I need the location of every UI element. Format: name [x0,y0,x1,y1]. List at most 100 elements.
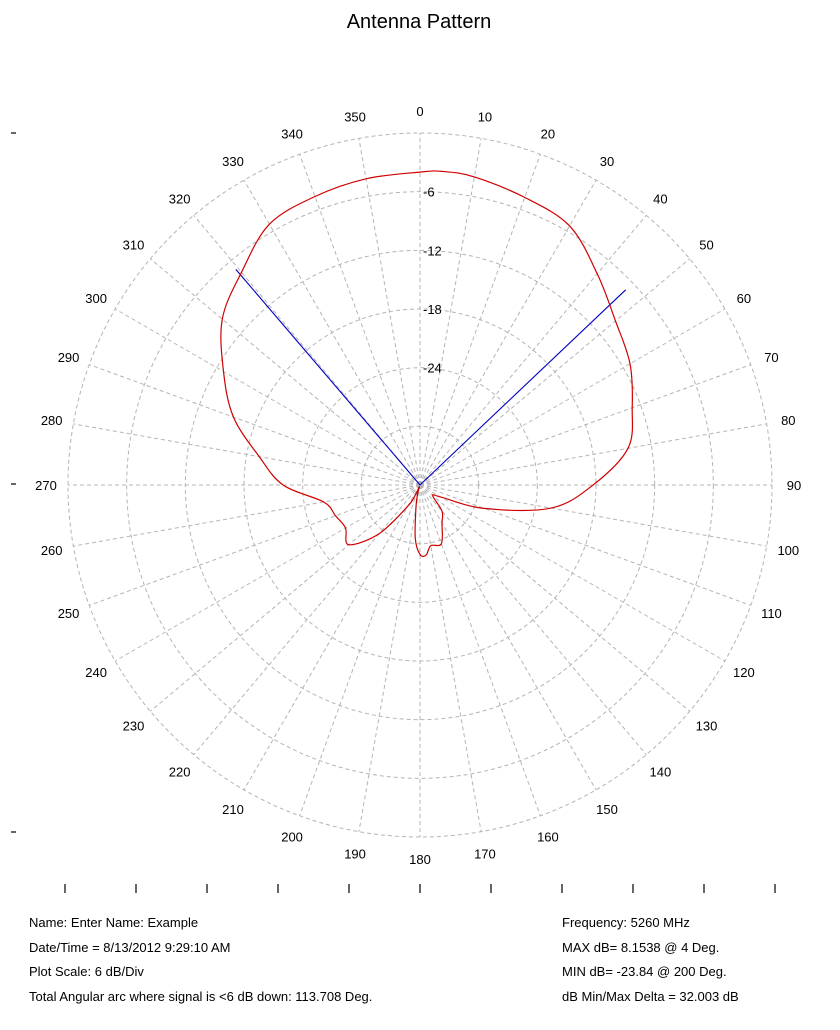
angular-arc-text: Total Angular arc where signal is <6 dB … [29,988,373,1004]
frame-ticks [11,132,776,893]
grid-spoke [419,484,767,547]
grid-spoke [358,138,421,486]
pattern-point [407,506,408,507]
pattern-point [432,495,433,496]
info-right: Frequency: 5260 MHz MAX dB= 8.1538 @ 4 D… [562,911,739,1009]
ring-db-label: -24 [423,361,442,376]
angle-tick-label: 240 [85,665,107,680]
grid-spoke [419,484,751,606]
angle-tick-label: 340 [281,127,303,142]
grid-spoke [114,484,421,662]
pattern-point [430,545,431,546]
polar-grid [67,132,773,838]
angle-tick-label: 90 [787,478,801,493]
pattern-point [223,371,224,372]
pattern-point [629,363,630,364]
ring-db-label: -12 [423,243,442,258]
pattern-point [615,320,616,321]
angle-labels: 0 10 20 30 40 50 60 70 80 90 100 110 120 130 140 150 160… [35,104,801,867]
pattern-point [592,484,593,485]
angle-tick-label: 100 [777,543,799,558]
pattern-point [441,171,442,172]
angle-tick-label: 50 [699,238,713,253]
angle-tick-label: 300 [85,291,107,306]
pattern-point [335,515,336,516]
grid-spoke [150,258,421,486]
grid-spoke [419,484,726,662]
angle-tick-label: 230 [123,718,145,733]
angle-tick-label: 160 [537,829,559,844]
pattern-point [419,486,420,487]
angle-tick-label: 150 [596,802,618,817]
angle-tick-label: 130 [696,718,718,733]
grid-spoke [193,484,421,755]
pattern-point [365,178,366,179]
half-power-marker-line [235,269,421,486]
angle-tick-label: 30 [600,154,614,169]
pattern-point [550,507,551,508]
grid-spoke [150,484,421,712]
grid-spoke [419,484,690,712]
angle-tick-label: 350 [344,110,366,125]
grid-spoke [419,423,767,486]
pattern-point [415,493,416,494]
half-power-marker-line [419,289,627,486]
pattern-point [233,417,234,418]
grid-spoke [73,484,421,547]
pattern-point [627,448,628,449]
ring-labels: -6 -12 -18 -24 [423,185,442,376]
angle-tick-label: 250 [58,606,80,621]
angle-tick-label: 320 [169,191,191,206]
grid-spoke [419,484,541,816]
angle-tick-label: 220 [169,765,191,780]
pattern-point [597,273,598,274]
pattern-point [417,494,418,495]
pattern-point [474,176,475,177]
grid-spoke [299,484,421,816]
angle-tick-label: 140 [650,765,672,780]
grid-ring [126,191,714,779]
pattern-point [484,508,485,509]
pattern-point [283,484,284,485]
grid-spoke [419,484,647,755]
pattern-point [524,197,525,198]
pattern-series [220,170,634,557]
grid-spoke [419,364,751,486]
grid-spoke [299,154,421,486]
angle-tick-label: 80 [781,413,795,428]
angle-tick-label: 270 [35,478,57,493]
angle-tick-label: 170 [474,846,496,861]
pattern-point [441,543,442,544]
grid-spoke [419,484,597,791]
pattern-point [415,508,416,509]
pattern-point [419,554,420,555]
grid-spoke [419,308,726,486]
angle-tick-label: 70 [764,350,778,365]
angle-tick-label: 200 [281,829,303,844]
polar-plot: Antenna Pattern 0 10 20 30 40 50 60 70 80 90 100 11… [11,11,801,893]
angle-tick-label: 190 [344,846,366,861]
angle-tick-label: 40 [653,191,667,206]
grid-spoke [114,308,421,486]
angle-tick-label: 110 [761,606,782,621]
angle-tick-label: 310 [123,238,145,253]
pattern-point [441,497,442,498]
grid-spoke [419,154,541,486]
grid-spoke [89,484,421,606]
pattern-point [632,407,633,408]
grid-spoke [419,215,647,486]
angle-tick-label: 290 [58,350,80,365]
pattern-line [220,170,634,557]
pattern-point [345,527,346,528]
pattern-point [415,538,416,539]
grid-spoke [243,179,421,486]
pattern-point [426,555,427,556]
pattern-point [241,272,242,273]
grid-spoke [419,138,482,486]
angle-tick-label: 180 [409,852,431,867]
grid-spoke [358,484,421,832]
angle-tick-label: 0 [416,104,423,119]
grid-ring [302,367,538,603]
angle-tick-label: 260 [41,543,63,558]
ring-db-label: -18 [423,302,442,317]
